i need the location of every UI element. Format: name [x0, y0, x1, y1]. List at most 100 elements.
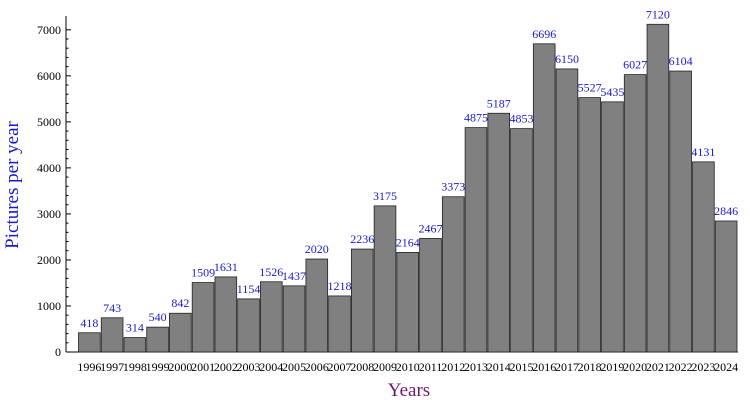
x-tick-label-2002: 2002 [214, 360, 238, 374]
x-tick-label-2014: 2014 [487, 360, 511, 374]
data-label-2005: 1437 [282, 269, 306, 283]
bar-2002 [214, 276, 238, 353]
data-label-1999: 540 [149, 310, 167, 324]
data-label-2002: 1631 [214, 260, 238, 274]
bar-2011 [419, 238, 442, 353]
data-label-2022: 6104 [669, 54, 693, 68]
x-tick-label-2023: 2023 [691, 360, 715, 374]
x-tick-label-2008: 2008 [350, 360, 374, 374]
x-tick-label-2009: 2009 [373, 360, 397, 374]
data-label-2006: 2020 [305, 242, 329, 256]
bar-2009 [373, 205, 397, 353]
x-tick-label-2006: 2006 [305, 360, 329, 374]
bar-2022 [669, 70, 692, 353]
bar-2006 [305, 258, 329, 353]
x-tick-label-2016: 2016 [532, 360, 556, 374]
bar-2019 [601, 101, 624, 353]
data-label-2016: 6696 [532, 27, 556, 41]
bar-2003 [237, 298, 260, 353]
x-tick-label-2012: 2012 [441, 360, 465, 374]
y-tick-labels: 0 1000 2000 3000 4000 5000 6000 7000 [37, 23, 61, 359]
data-label-2021: 7120 [646, 7, 670, 21]
y-tick-label: 2000 [37, 253, 61, 267]
x-tick-label-2003: 2003 [237, 360, 261, 374]
x-tick-label-2001: 2001 [191, 360, 215, 374]
x-tick-labels: 1996199719981999200020012002200320042005… [77, 360, 738, 374]
bar-1998 [123, 337, 147, 353]
data-label-2019: 5435 [600, 85, 624, 99]
bar-1996 [78, 332, 101, 353]
y-tick-label: 6000 [37, 69, 61, 83]
y-tick-label: 3000 [37, 207, 61, 221]
data-label-2003: 1154 [237, 282, 261, 296]
x-tick-label-2022: 2022 [669, 360, 693, 374]
x-tick-label-2011: 2011 [419, 360, 443, 374]
x-tick-label-2021: 2021 [646, 360, 670, 374]
data-label-2017: 6150 [555, 52, 579, 66]
x-tick-label-1998: 1998 [123, 360, 147, 374]
data-label-2000: 842 [171, 296, 189, 310]
data-label-2023: 4131 [691, 145, 715, 159]
x-axis-label: Years [388, 380, 430, 400]
data-label-2010: 2164 [396, 235, 420, 249]
bar-2012 [441, 196, 465, 353]
data-label-2018: 5527 [578, 81, 602, 95]
data-label-1998: 314 [126, 321, 144, 335]
x-tick-label-2013: 2013 [464, 360, 488, 374]
data-label-2015: 4853 [509, 112, 533, 126]
data-label-2008: 2236 [350, 232, 374, 246]
bar-1997 [100, 317, 124, 353]
x-tick-label-2007: 2007 [328, 360, 352, 374]
bar-2007 [328, 295, 351, 353]
data-label-2007: 1218 [328, 279, 352, 293]
bar-2008 [350, 248, 374, 353]
x-tick-label-1999: 1999 [146, 360, 170, 374]
y-tick-label: 0 [55, 345, 61, 359]
bar-2005 [282, 285, 306, 353]
data-label-2012: 3373 [441, 180, 465, 194]
x-tick-label-2015: 2015 [509, 360, 533, 374]
bar-2016 [532, 43, 556, 353]
bar-2023 [692, 161, 715, 353]
data-label-2020: 6027 [623, 58, 647, 72]
x-tick-label-2010: 2010 [396, 360, 420, 374]
bar-2024 [714, 220, 738, 353]
bar-2013 [464, 127, 488, 353]
x-tick-label-1996: 1996 [77, 360, 101, 374]
y-tick-label: 4000 [37, 161, 61, 175]
x-tick-label-2004: 2004 [259, 360, 283, 374]
y-axis-label: Pictures per year [2, 120, 23, 248]
data-label-1997: 743 [103, 301, 121, 315]
data-label-2013: 4875 [464, 111, 488, 125]
x-tick-label-2024: 2024 [714, 360, 738, 374]
x-tick-label-2019: 2019 [600, 360, 624, 374]
x-tick-label-2017: 2017 [555, 360, 579, 374]
x-tick-label-1997: 1997 [100, 360, 124, 374]
y-tick-label: 5000 [37, 115, 61, 129]
bar-2010 [396, 251, 420, 353]
x-tick-label-2000: 2000 [168, 360, 192, 374]
y-tick-label: 1000 [37, 299, 61, 313]
data-label-2024: 2846 [714, 204, 738, 218]
x-tick-label-2005: 2005 [282, 360, 306, 374]
bar-2020 [623, 74, 647, 353]
bar-2015 [510, 128, 533, 353]
data-label-1996: 418 [80, 316, 98, 330]
bar-1999 [146, 326, 169, 353]
data-label-2011: 2467 [418, 221, 442, 235]
data-label-2009: 3175 [373, 189, 397, 203]
data-label-2014: 5187 [487, 96, 511, 110]
x-tick-label-2020: 2020 [623, 360, 647, 374]
bar-2021 [646, 23, 670, 353]
bar-2017 [555, 68, 579, 353]
bars [78, 23, 738, 353]
data-label-2004: 1526 [259, 265, 283, 279]
bar-2001 [191, 282, 215, 353]
bar-2000 [169, 312, 192, 353]
bar-2004 [260, 281, 283, 353]
bar-2014 [487, 112, 510, 353]
y-tick-label: 7000 [37, 23, 61, 37]
bar-2018 [578, 97, 601, 353]
